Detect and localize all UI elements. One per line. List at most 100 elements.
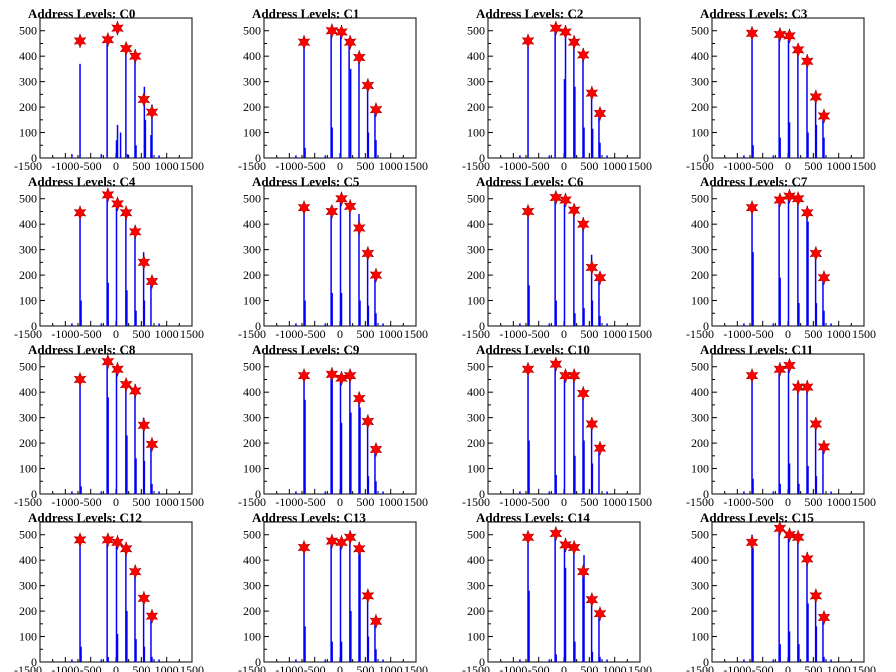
x-tick-label: 1500 bbox=[852, 327, 876, 341]
y-tick-label: 200 bbox=[243, 268, 261, 282]
histogram-bar bbox=[591, 463, 594, 494]
histogram-bar bbox=[778, 527, 780, 662]
x-tick-label: 0 bbox=[561, 159, 567, 173]
level-marker bbox=[325, 204, 339, 219]
histogram-bar bbox=[150, 613, 152, 662]
chart-panel-6: Address Levels: C60100200300400500-1500-… bbox=[462, 174, 652, 341]
x-tick-label: 1500 bbox=[404, 495, 428, 509]
histogram-bar bbox=[527, 38, 529, 159]
x-tick-label: 500 bbox=[132, 495, 150, 509]
y-tick-label: 100 bbox=[243, 462, 261, 476]
histogram-bar bbox=[599, 142, 601, 158]
level-marker bbox=[817, 270, 831, 285]
histogram-bar bbox=[71, 154, 73, 158]
y-tick-label: 200 bbox=[691, 604, 709, 618]
chart-panel-8: Address Levels: C80100200300400500-1500-… bbox=[14, 342, 204, 509]
histogram-bar bbox=[116, 634, 119, 662]
histogram-bar bbox=[158, 491, 160, 494]
histogram-bar bbox=[295, 491, 297, 494]
histogram-bar bbox=[331, 127, 333, 158]
histogram-bar bbox=[324, 323, 327, 326]
plot-frame bbox=[39, 17, 193, 159]
chart-panel-2: Address Levels: C20100200300400500-1500-… bbox=[462, 6, 652, 173]
level-marker bbox=[111, 20, 124, 36]
histogram-bar bbox=[324, 659, 327, 662]
histogram-bar bbox=[125, 43, 127, 158]
level-marker bbox=[145, 437, 159, 452]
level-marker bbox=[369, 267, 383, 283]
histogram-bar bbox=[814, 595, 817, 662]
histogram-bar bbox=[574, 455, 576, 494]
histogram-bar bbox=[815, 124, 818, 158]
histogram-bar bbox=[743, 491, 745, 494]
x-tick-label: 500 bbox=[356, 663, 374, 672]
y-tick-label: 200 bbox=[243, 604, 261, 618]
y-tick-label: 500 bbox=[691, 24, 709, 38]
x-tick-label: -500 bbox=[80, 663, 102, 672]
histogram-bar bbox=[830, 491, 832, 494]
y-tick-label: 300 bbox=[243, 75, 261, 89]
histogram-bar bbox=[324, 155, 327, 158]
histogram-bar bbox=[563, 374, 566, 494]
histogram-bar bbox=[806, 58, 808, 158]
histogram-bar bbox=[606, 491, 608, 494]
level-marker bbox=[145, 274, 159, 289]
level-marker bbox=[585, 416, 599, 432]
histogram-bar bbox=[358, 394, 360, 494]
y-tick-label: 0 bbox=[255, 487, 261, 501]
y-tick-label: 300 bbox=[243, 243, 261, 257]
histogram-bar bbox=[158, 323, 160, 326]
x-tick-label: -1500 bbox=[686, 327, 714, 341]
histogram-bar bbox=[348, 38, 350, 159]
level-marker bbox=[73, 33, 87, 49]
level-marker bbox=[521, 362, 535, 377]
y-tick-label: 0 bbox=[479, 319, 485, 333]
histogram-bar bbox=[330, 371, 332, 494]
x-tick-label: -500 bbox=[528, 663, 550, 672]
y-tick-label: 200 bbox=[467, 268, 485, 282]
level-marker bbox=[817, 439, 831, 455]
level-marker bbox=[549, 356, 563, 372]
y-tick-label: 200 bbox=[691, 436, 709, 450]
level-marker bbox=[809, 246, 823, 261]
panel-title: Address Levels: C11 bbox=[700, 342, 813, 357]
y-tick-label: 500 bbox=[691, 360, 709, 374]
level-marker bbox=[773, 192, 787, 208]
panel-title: Address Levels: C12 bbox=[28, 510, 142, 525]
histogram-bar bbox=[751, 375, 753, 494]
histogram-bar bbox=[823, 137, 825, 158]
x-tick-label: -1000 bbox=[275, 327, 303, 341]
histogram-bar bbox=[126, 435, 128, 494]
level-marker bbox=[369, 102, 383, 117]
y-tick-label: 400 bbox=[691, 553, 709, 567]
x-tick-label: 0 bbox=[113, 159, 119, 173]
level-marker bbox=[352, 50, 366, 65]
x-tick-label: 500 bbox=[132, 327, 150, 341]
level-marker bbox=[809, 416, 823, 432]
x-tick-label: 0 bbox=[561, 663, 567, 672]
x-tick-label: 1500 bbox=[180, 495, 204, 509]
histogram-bar bbox=[134, 389, 136, 494]
y-tick-label: 400 bbox=[19, 217, 37, 231]
x-tick-label: -500 bbox=[752, 663, 774, 672]
y-tick-label: 100 bbox=[19, 630, 37, 644]
y-tick-label: 500 bbox=[19, 192, 37, 206]
histogram-bar bbox=[807, 466, 809, 494]
x-tick-label: 1500 bbox=[852, 663, 876, 672]
x-tick-label: 1500 bbox=[404, 159, 428, 173]
level-marker bbox=[343, 368, 357, 383]
level-marker bbox=[576, 564, 590, 579]
level-marker bbox=[585, 260, 599, 275]
y-tick-label: 100 bbox=[467, 462, 485, 476]
histogram-bar bbox=[119, 132, 122, 158]
x-tick-label: -1500 bbox=[14, 663, 42, 672]
histogram-bar bbox=[598, 448, 600, 494]
histogram-bar bbox=[815, 626, 818, 662]
y-tick-label: 300 bbox=[19, 75, 37, 89]
level-marker bbox=[297, 368, 311, 383]
histogram-bar bbox=[590, 598, 593, 662]
chart-panel-5: Address Levels: C50100200300400500-1500-… bbox=[238, 174, 428, 341]
histogram-bar bbox=[303, 206, 305, 326]
x-tick-label: -1000 bbox=[499, 495, 527, 509]
level-marker bbox=[73, 532, 87, 548]
